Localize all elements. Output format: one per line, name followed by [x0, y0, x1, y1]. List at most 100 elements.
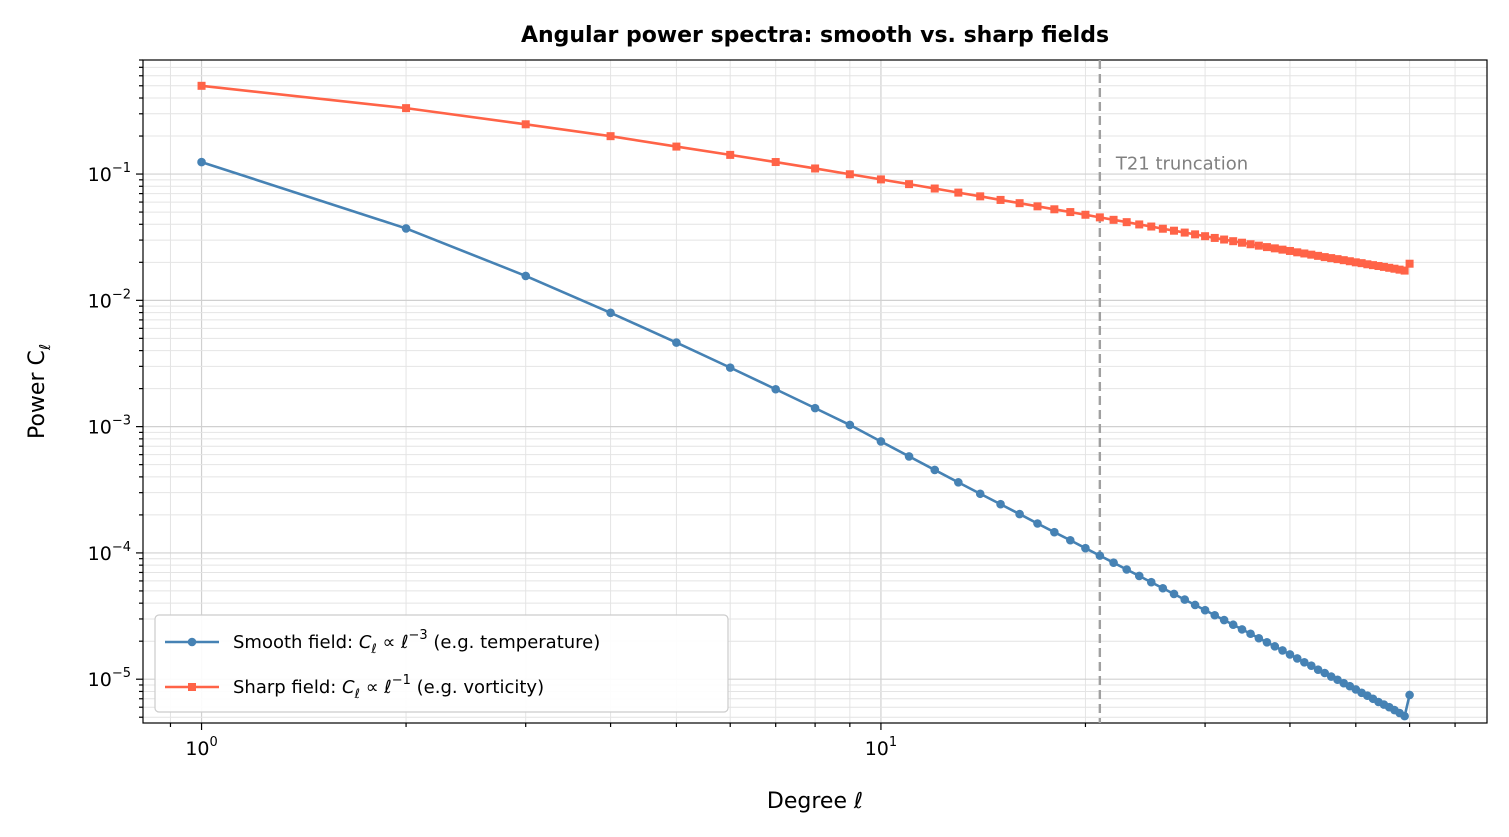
data-point	[1314, 251, 1323, 260]
truncation-label: T21 truncation	[1115, 153, 1248, 174]
data-point	[845, 420, 855, 430]
data-point	[1095, 213, 1104, 222]
data-point	[1191, 230, 1200, 239]
data-point	[672, 142, 681, 151]
data-point	[1363, 260, 1372, 269]
data-point	[1122, 218, 1131, 227]
legend-label: Smooth field: Cℓ ∝ ℓ−3 (e.g. temperature…	[233, 628, 600, 657]
data-point	[1278, 646, 1287, 655]
data-point	[810, 403, 820, 413]
data-point	[1313, 665, 1323, 674]
data-point	[1278, 245, 1287, 254]
data-point	[1081, 210, 1090, 219]
y-tick-label: 10−5	[88, 666, 131, 691]
data-point	[1190, 600, 1200, 610]
data-point	[1339, 256, 1348, 265]
y-tick-label: 10−1	[88, 161, 131, 186]
axis-ticks: 100 101 10−1 10−2 10−3 10−4 10−5	[88, 59, 1456, 760]
data-point	[1368, 261, 1377, 270]
data-point	[976, 192, 985, 201]
data-point	[1033, 519, 1042, 528]
data-point	[1238, 238, 1247, 247]
data-point	[1169, 589, 1179, 599]
data-point	[771, 384, 780, 394]
series-group	[197, 81, 1414, 721]
data-point	[845, 170, 854, 179]
data-point	[1374, 262, 1383, 271]
data-point	[521, 271, 530, 281]
x-tick-label: 100	[185, 735, 217, 760]
data-point	[1345, 257, 1354, 266]
data-point	[1400, 266, 1409, 275]
y-axis-label-text: Power C	[25, 350, 50, 439]
data-point	[930, 184, 939, 193]
data-point	[1066, 208, 1075, 217]
data-point	[1228, 620, 1238, 630]
data-point	[1306, 661, 1316, 670]
data-point	[996, 195, 1005, 204]
data-point	[1219, 615, 1229, 625]
legend-item: Sharp field: Cℓ ∝ ℓ−1 (e.g. vorticity)	[165, 673, 544, 702]
data-point	[1033, 202, 1042, 211]
data-point	[1237, 625, 1247, 634]
data-point	[1379, 262, 1388, 271]
truncation-marker: T21 truncation	[1098, 60, 1248, 723]
data-point	[402, 104, 411, 113]
legend-marker	[187, 637, 197, 647]
data-point	[1320, 253, 1329, 262]
data-point	[1254, 633, 1264, 643]
data-point	[1385, 263, 1394, 272]
data-point	[1351, 258, 1360, 267]
data-point	[401, 224, 411, 233]
data-point	[1158, 224, 1167, 233]
y-tick-label: 10−2	[88, 287, 131, 312]
data-point	[811, 164, 820, 173]
data-point	[1327, 254, 1336, 263]
data-point	[606, 308, 615, 318]
data-point	[1405, 259, 1414, 268]
legend-box	[154, 614, 729, 713]
data-point	[521, 120, 530, 129]
data-point	[1210, 233, 1219, 242]
data-point	[1146, 577, 1156, 587]
data-point	[1180, 228, 1189, 237]
data-point	[1390, 264, 1399, 273]
grid-lines	[143, 59, 1487, 723]
data-point	[1395, 265, 1404, 274]
data-point	[1050, 527, 1059, 537]
data-point	[1135, 220, 1144, 229]
data-point	[1109, 215, 1118, 224]
series-smooth	[197, 157, 1414, 721]
data-point	[954, 188, 963, 197]
data-point	[1292, 654, 1302, 663]
chart-title: Angular power spectra: smooth vs. sharp …	[521, 23, 1109, 48]
legend-marker	[188, 683, 196, 691]
y-axis-label-subscript: ℓ	[36, 344, 54, 351]
data-point	[1169, 226, 1178, 235]
data-point	[1254, 241, 1263, 250]
data-point	[876, 437, 886, 446]
data-point	[1246, 629, 1255, 639]
data-point	[1262, 243, 1271, 252]
data-point	[1285, 246, 1294, 255]
data-point	[1357, 259, 1366, 268]
data-point	[1180, 595, 1190, 604]
data-point	[725, 363, 735, 372]
data-point	[1405, 690, 1414, 700]
data-point	[1400, 711, 1409, 721]
data-point	[1293, 248, 1302, 257]
data-point	[975, 489, 985, 499]
data-point	[904, 452, 914, 461]
data-point	[1050, 205, 1059, 214]
data-point	[1300, 658, 1309, 667]
legend-item: Smooth field: Cℓ ∝ ℓ−3 (e.g. temperature…	[165, 628, 600, 657]
x-axis-label-text: Degree ℓ	[767, 789, 863, 814]
data-point	[197, 81, 206, 90]
data-point	[1134, 571, 1144, 581]
data-point	[1081, 543, 1090, 553]
data-point	[771, 158, 780, 167]
data-point	[1158, 583, 1168, 593]
data-point	[1210, 610, 1220, 620]
data-point	[1333, 255, 1342, 264]
x-tick-label: 101	[865, 735, 897, 760]
